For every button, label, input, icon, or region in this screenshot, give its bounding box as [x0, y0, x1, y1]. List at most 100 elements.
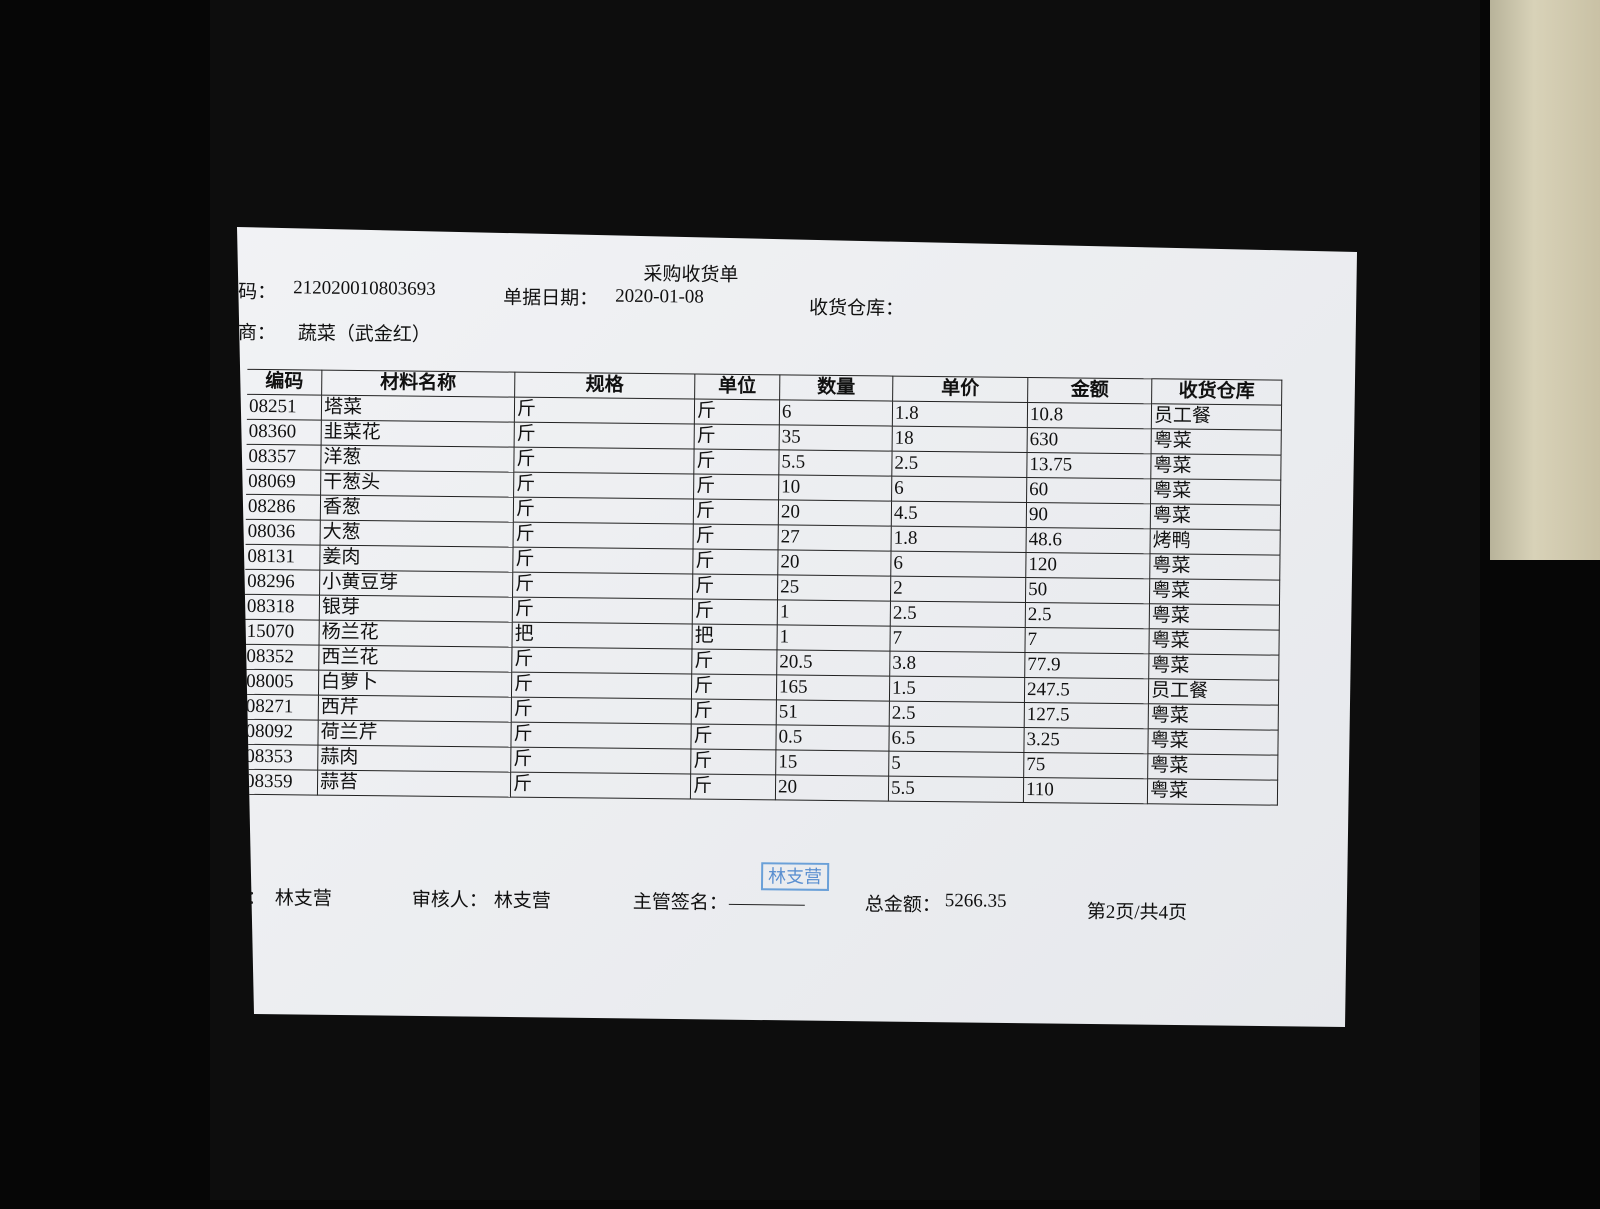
cell: 247.5	[1024, 677, 1149, 704]
cell: 3.8	[889, 651, 1025, 678]
cell: 斤	[511, 672, 692, 699]
cell: 50	[1025, 577, 1150, 604]
cell: 08069	[246, 469, 321, 496]
cell: 1	[777, 599, 891, 627]
cell: 斤	[513, 472, 694, 500]
cell: 08360	[246, 419, 322, 446]
cell: 斤	[693, 524, 779, 550]
cell: 白萝卜	[318, 670, 512, 698]
cell: 荷兰芹	[317, 720, 512, 748]
cell: 蒜苔	[317, 770, 511, 798]
cell: 斤	[513, 522, 694, 550]
cell: 15070	[244, 619, 320, 646]
cell: 08318	[244, 594, 320, 621]
cell: 1.8	[892, 401, 1028, 428]
cell: 斤	[691, 698, 777, 725]
cell: 51	[776, 699, 890, 727]
cell: 7	[889, 626, 1026, 653]
cell: 90	[1026, 502, 1151, 529]
cell: 20	[777, 549, 892, 577]
cell: 粤菜	[1150, 453, 1282, 481]
column-header: 材料名称	[321, 370, 515, 398]
cell: 斤	[693, 499, 779, 525]
cell: 斤	[692, 549, 779, 575]
cell: 08353	[243, 744, 318, 771]
cell: 2.5	[1025, 602, 1150, 629]
cell: 165	[776, 674, 890, 702]
cell: 08286	[245, 494, 321, 521]
cell: 35	[779, 424, 893, 452]
cell: 630	[1027, 427, 1152, 454]
cell: 08352	[244, 644, 320, 671]
stamp: 林支营	[760, 862, 830, 891]
reviewer: 林支营	[493, 890, 551, 913]
cell: 杨兰花	[319, 620, 513, 648]
supplier: 蔬菜（武金红）	[297, 323, 431, 346]
cell: 员工餐	[1151, 403, 1282, 431]
cell: 西兰花	[318, 645, 512, 673]
total-label: 总金额：	[864, 894, 941, 917]
cell: 08036	[245, 519, 321, 546]
title: 采购收货单	[643, 263, 739, 286]
cell: 西芹	[318, 695, 512, 723]
cell: 把	[691, 624, 778, 650]
cell: 把	[511, 622, 693, 649]
page-number: 第2页/共4页	[1086, 901, 1188, 924]
cell: 3.25	[1023, 727, 1149, 754]
cell: 08359	[242, 769, 318, 796]
cell: 斤	[514, 422, 695, 450]
cell: 粤菜	[1150, 503, 1281, 531]
cell: 5.5	[888, 776, 1024, 803]
cell: 蒜肉	[317, 745, 511, 773]
cell: 1.5	[889, 676, 1025, 703]
cell: 1.8	[891, 526, 1027, 553]
signature-line	[728, 903, 805, 906]
column-header: 单价	[892, 376, 1028, 403]
maker: 林支营	[274, 888, 332, 910]
cell: 银芽	[319, 595, 513, 623]
cell: 塔菜	[321, 395, 515, 423]
cell: 粤菜	[1148, 703, 1279, 731]
reviewer-label: 审核人：	[411, 889, 488, 912]
cell: 斤	[691, 673, 777, 700]
cell: 斤	[693, 474, 779, 500]
cell: 斤	[510, 772, 691, 799]
cell: 77.9	[1024, 652, 1149, 679]
cell: 2.5	[890, 601, 1026, 628]
cell: 粤菜	[1147, 728, 1279, 756]
cell: 08092	[243, 719, 319, 746]
cell: 08357	[246, 444, 322, 471]
cell: 干葱头	[320, 470, 514, 498]
supervisor-label: 主管签名：	[632, 891, 728, 914]
cell: 5.5	[778, 449, 893, 477]
cell: 斤	[510, 722, 692, 749]
cell: 2	[890, 576, 1026, 603]
cell: 6	[890, 551, 1027, 578]
cell: 斤	[691, 648, 777, 675]
cell: 粤菜	[1147, 778, 1278, 806]
cell: 斤	[513, 447, 695, 475]
cell: 120	[1025, 552, 1151, 579]
cell: 韭菜花	[321, 420, 515, 448]
cell: 小黄豆芽	[319, 570, 513, 598]
cell: 08005	[243, 669, 319, 696]
cell: 烤鸭	[1150, 528, 1281, 556]
cell: 香葱	[320, 495, 514, 523]
cell: 斤	[512, 597, 693, 625]
cell: 斤	[511, 647, 692, 674]
cell: 大葱	[320, 520, 514, 548]
column-header: 编码	[247, 369, 322, 396]
cell: 2.5	[891, 451, 1028, 478]
cell: 0.5	[775, 724, 890, 752]
column-header: 数量	[779, 374, 893, 402]
cell: 斤	[512, 547, 694, 575]
column-header: 规格	[514, 372, 695, 400]
cell: 7	[1024, 627, 1150, 654]
cell: 斤	[512, 572, 693, 600]
table: 编码 材料名称 规格 单位 数量 单价 金额 收货仓库 08251 塔菜斤斤 6 1.8 10.8 员工餐…	[242, 369, 1282, 806]
column-header: 单位	[694, 374, 780, 400]
cell: 6	[779, 399, 893, 427]
cell: 08271	[243, 694, 319, 721]
warehouse-label: 收货仓库：	[808, 297, 905, 320]
